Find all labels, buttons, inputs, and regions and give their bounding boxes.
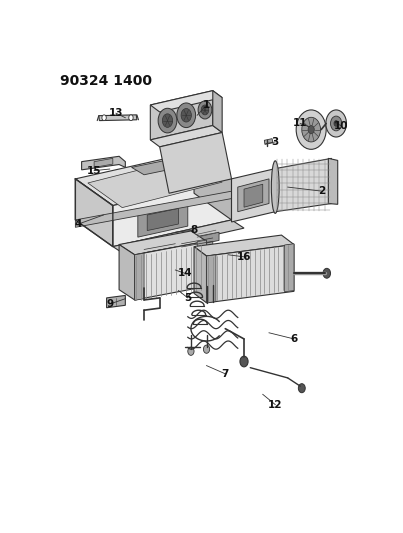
Polygon shape bbox=[131, 158, 188, 175]
Polygon shape bbox=[75, 179, 113, 247]
Polygon shape bbox=[147, 208, 179, 231]
Polygon shape bbox=[113, 220, 244, 255]
Ellipse shape bbox=[271, 161, 279, 213]
Polygon shape bbox=[194, 235, 294, 256]
Circle shape bbox=[129, 115, 133, 120]
Text: 5: 5 bbox=[184, 293, 191, 303]
Polygon shape bbox=[328, 158, 338, 204]
Polygon shape bbox=[88, 158, 222, 207]
Polygon shape bbox=[238, 179, 269, 212]
Text: 8: 8 bbox=[191, 225, 197, 235]
Polygon shape bbox=[119, 245, 135, 300]
Polygon shape bbox=[285, 244, 294, 292]
Circle shape bbox=[298, 384, 305, 393]
Polygon shape bbox=[150, 91, 213, 140]
Polygon shape bbox=[206, 245, 294, 303]
Polygon shape bbox=[119, 231, 206, 255]
Circle shape bbox=[162, 114, 172, 127]
Text: 7: 7 bbox=[222, 369, 229, 379]
Polygon shape bbox=[213, 91, 222, 133]
Text: 11: 11 bbox=[293, 118, 307, 128]
Text: 16: 16 bbox=[237, 252, 251, 262]
Polygon shape bbox=[94, 158, 113, 167]
Circle shape bbox=[201, 105, 209, 115]
Polygon shape bbox=[244, 184, 263, 207]
Text: 4: 4 bbox=[75, 219, 82, 229]
Polygon shape bbox=[113, 179, 231, 247]
Polygon shape bbox=[75, 191, 231, 227]
Polygon shape bbox=[138, 201, 188, 237]
Polygon shape bbox=[106, 295, 125, 308]
Circle shape bbox=[323, 268, 330, 278]
Polygon shape bbox=[135, 241, 206, 300]
Circle shape bbox=[334, 120, 339, 126]
Text: 3: 3 bbox=[272, 137, 279, 147]
Circle shape bbox=[308, 126, 314, 134]
Polygon shape bbox=[160, 133, 231, 193]
Circle shape bbox=[198, 101, 212, 119]
Circle shape bbox=[302, 117, 320, 142]
Polygon shape bbox=[144, 244, 175, 261]
Text: 2: 2 bbox=[318, 186, 326, 196]
Text: 14: 14 bbox=[177, 268, 192, 278]
Polygon shape bbox=[75, 152, 231, 206]
Polygon shape bbox=[181, 238, 213, 255]
Polygon shape bbox=[194, 232, 219, 245]
Polygon shape bbox=[275, 158, 331, 212]
Polygon shape bbox=[194, 247, 206, 303]
Text: 15: 15 bbox=[87, 166, 101, 176]
Text: 6: 6 bbox=[291, 334, 297, 344]
Polygon shape bbox=[194, 152, 231, 220]
Circle shape bbox=[181, 109, 191, 122]
Polygon shape bbox=[150, 91, 222, 112]
Polygon shape bbox=[150, 126, 222, 147]
Circle shape bbox=[240, 356, 248, 367]
Polygon shape bbox=[206, 255, 216, 303]
Circle shape bbox=[296, 110, 326, 149]
Text: 10: 10 bbox=[334, 120, 348, 131]
Text: 12: 12 bbox=[268, 400, 283, 409]
Polygon shape bbox=[264, 139, 273, 144]
Circle shape bbox=[177, 103, 195, 127]
Polygon shape bbox=[197, 240, 206, 287]
Text: 90324 1400: 90324 1400 bbox=[60, 74, 152, 88]
Circle shape bbox=[330, 116, 342, 131]
Circle shape bbox=[326, 110, 347, 137]
Text: 1: 1 bbox=[203, 100, 210, 110]
Circle shape bbox=[102, 115, 106, 120]
Circle shape bbox=[188, 347, 194, 356]
Text: 9: 9 bbox=[106, 299, 113, 309]
Polygon shape bbox=[231, 168, 275, 222]
Polygon shape bbox=[135, 253, 144, 301]
Polygon shape bbox=[81, 156, 125, 170]
Polygon shape bbox=[99, 115, 137, 120]
Text: 13: 13 bbox=[109, 108, 123, 118]
Circle shape bbox=[158, 108, 177, 133]
Circle shape bbox=[204, 345, 210, 353]
